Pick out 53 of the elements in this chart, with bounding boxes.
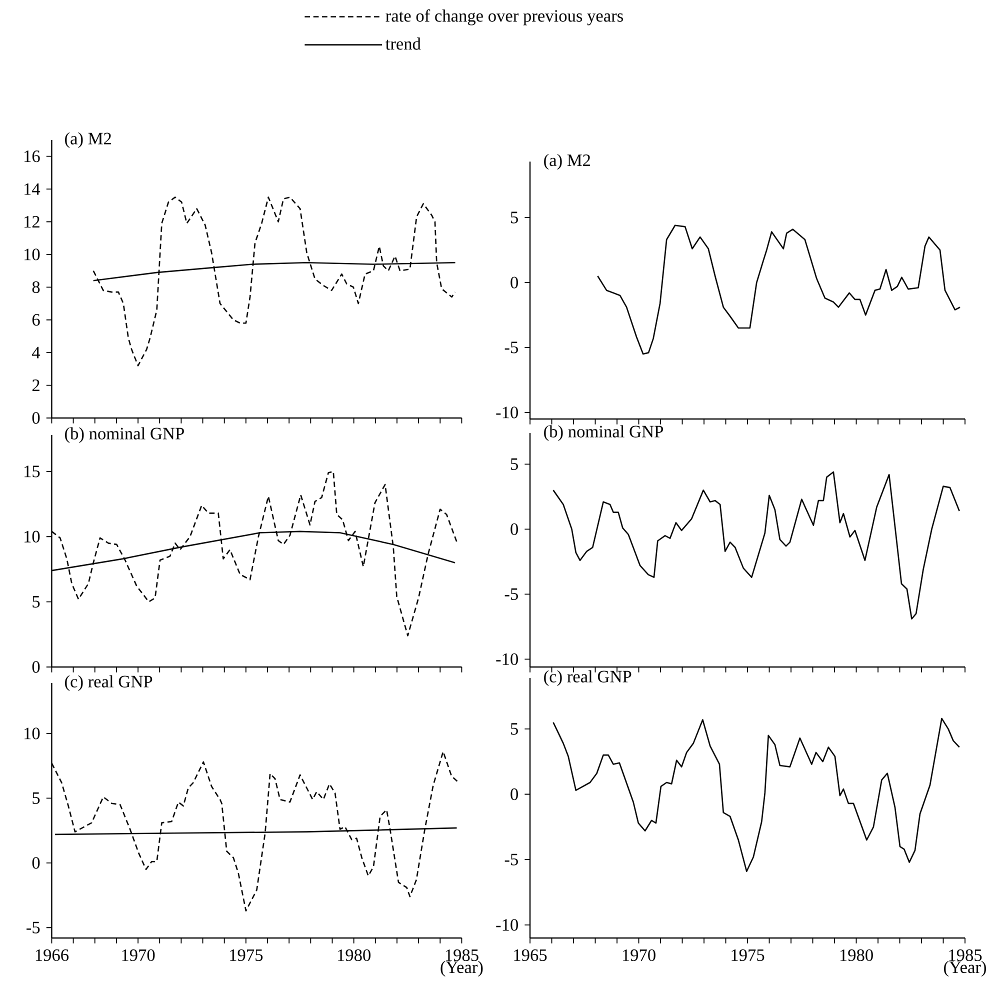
line-series bbox=[552, 718, 960, 872]
y-tick-label: 15 bbox=[24, 466, 40, 478]
y-tick-label: 8 bbox=[32, 281, 40, 294]
chart-title: (a) M2 bbox=[544, 154, 590, 170]
legend-label: rate of change over previous years bbox=[386, 9, 623, 26]
y-tick-label: 0 bbox=[510, 523, 518, 536]
y-tick-label: -10 bbox=[496, 406, 518, 418]
y-tick-label: 5 bbox=[510, 458, 518, 470]
y-tick-label: 0 bbox=[32, 857, 40, 869]
y-tick-label: -5 bbox=[26, 922, 40, 934]
y-tick-label: -5 bbox=[504, 854, 518, 866]
x-axis-title: (Year) bbox=[944, 960, 986, 977]
chart-title: (b) nominal GNP bbox=[65, 427, 184, 443]
legend-label: trend bbox=[386, 38, 421, 50]
y-tick-label: 0 bbox=[510, 276, 518, 288]
y-tick-label: 0 bbox=[32, 661, 40, 673]
line-series bbox=[596, 224, 961, 355]
line-series bbox=[92, 196, 456, 366]
y-tick-label: 5 bbox=[32, 792, 40, 804]
x-tick-label: 1985 bbox=[446, 949, 478, 962]
y-tick-label: 12 bbox=[24, 216, 40, 228]
y-tick-label: 6 bbox=[32, 314, 40, 326]
chart-title: (b) nominal GNP bbox=[544, 425, 663, 441]
y-tick-label: -10 bbox=[496, 653, 518, 666]
x-tick-label: 1975 bbox=[732, 949, 764, 962]
y-tick-label: -5 bbox=[504, 588, 518, 600]
chart-title: (c) real GNP bbox=[544, 670, 632, 686]
x-tick-label: 1965 bbox=[514, 949, 547, 962]
x-tick-label: 1975 bbox=[230, 949, 263, 962]
y-tick-label: 10 bbox=[24, 728, 40, 740]
y-tick-label: 14 bbox=[24, 183, 40, 195]
x-tick-label: 1970 bbox=[622, 949, 656, 962]
y-tick-label: -10 bbox=[496, 919, 518, 931]
y-tick-label: 10 bbox=[24, 530, 40, 542]
y-tick-label: 0 bbox=[510, 788, 518, 800]
x-tick-label: 1980 bbox=[338, 949, 370, 962]
x-tick-label: 1966 bbox=[36, 949, 69, 962]
y-tick-label: 5 bbox=[510, 212, 518, 224]
chart-title: (c) real GNP bbox=[65, 675, 152, 691]
y-tick-label: 5 bbox=[32, 596, 40, 608]
chart-title: (a) M2 bbox=[65, 132, 111, 148]
x-axis-title: (Year) bbox=[440, 960, 483, 977]
y-tick-label: 10 bbox=[24, 248, 40, 260]
y-tick-label: -5 bbox=[504, 342, 518, 354]
y-tick-label: 0 bbox=[32, 412, 40, 424]
y-tick-label: 4 bbox=[32, 346, 40, 358]
x-tick-label: 1980 bbox=[840, 949, 873, 962]
line-series bbox=[552, 471, 960, 620]
x-tick-label: 1985 bbox=[949, 949, 982, 962]
y-tick-label: 16 bbox=[24, 150, 40, 162]
x-tick-label: 1970 bbox=[122, 949, 155, 962]
y-tick-label: 2 bbox=[32, 380, 40, 392]
y-tick-label: 5 bbox=[510, 723, 518, 735]
